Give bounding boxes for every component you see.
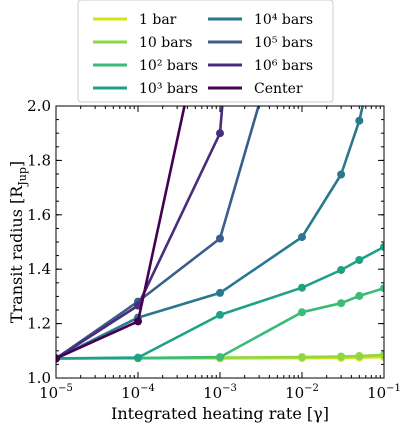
y-tick-label: 1.6 [27, 206, 51, 224]
y-tick-label: 1.8 [27, 151, 51, 169]
data-point [298, 353, 306, 362]
series-line [56, 106, 224, 360]
legend-label: 10³ bars [139, 81, 198, 97]
x-tick-label: 10−5 [39, 383, 73, 402]
data-point [355, 291, 364, 300]
data-point [337, 299, 346, 308]
series-7 [56, 106, 186, 363]
y-axis-label: Transit radius [RJup] [7, 161, 29, 323]
plot-area: 10−5 10−4 10−3 10−2 10−1 1.0 1.2 1.4 1.6 1.8 2.0 [27, 97, 401, 402]
data-point [298, 283, 306, 292]
data-point [380, 350, 384, 359]
data-point [298, 233, 306, 242]
data-point [216, 353, 224, 362]
data-point [216, 129, 224, 138]
series-line [56, 106, 186, 360]
data-point [134, 353, 142, 362]
legend-label: 10² bars [139, 58, 198, 74]
series-3 [56, 242, 384, 363]
legend-item: 10⁴ bars [208, 12, 313, 28]
x-tick-label: 10−1 [367, 383, 401, 402]
series-line [56, 106, 260, 360]
x-tick-label: 10−3 [203, 383, 237, 402]
legend-label: Center [254, 81, 303, 97]
y-tick-label: 1.4 [27, 260, 51, 278]
data-point [216, 310, 224, 319]
data-point [380, 284, 384, 293]
data-point [134, 317, 142, 326]
legend-item: 10³ bars [93, 81, 198, 97]
data-point [216, 234, 224, 243]
data-point [337, 266, 346, 274]
legend-label: 1 bar [139, 12, 177, 28]
data-point [298, 308, 306, 317]
legend-item: 10⁶ bars [208, 58, 313, 74]
y-tick-label: 2.0 [27, 97, 51, 115]
legend-item: 10⁵ bars [208, 35, 313, 51]
y-tick-label: 1.0 [27, 369, 51, 387]
legend-label: 10 bars [139, 35, 192, 51]
x-tick-label: 10−2 [285, 383, 319, 402]
data-point [355, 256, 364, 264]
data-point [337, 170, 346, 179]
legend-label: 10⁵ bars [254, 35, 313, 51]
series-line [56, 245, 384, 360]
legend-frame [77, 0, 334, 103]
data-point [355, 352, 364, 360]
x-tick-label: 10−4 [121, 383, 155, 402]
legend-item: 10 bars [93, 35, 192, 51]
data-point [56, 354, 60, 363]
legend-label: 10⁴ bars [254, 12, 313, 28]
x-axis-label: Integrated heating rate [γ] [111, 404, 329, 423]
legend-item: Center [208, 81, 303, 97]
legend-label: 10⁶ bars [254, 58, 313, 74]
legend: 1 bar 10 bars 10² bars 10³ bars 10⁴ bars 10⁵ … [77, 0, 334, 103]
data-point [380, 242, 384, 251]
y-tick-label: 1.2 [27, 315, 51, 333]
data-point [355, 116, 364, 125]
legend-item: 1 bar [93, 12, 177, 28]
data-point [216, 288, 224, 297]
legend-item: 10² bars [93, 58, 198, 74]
data-point [337, 352, 346, 361]
